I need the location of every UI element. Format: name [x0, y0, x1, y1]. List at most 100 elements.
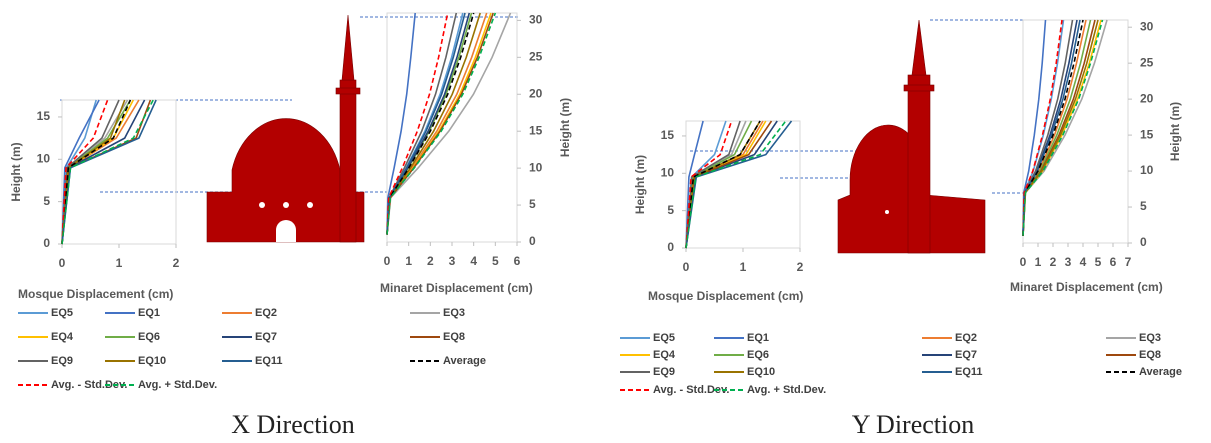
legend-label: EQ11 [955, 366, 983, 378]
y-tick-label: 10 [37, 151, 51, 165]
legend-label: EQ9 [653, 366, 675, 378]
x-tick-label: 3 [1065, 255, 1072, 269]
x-tick-label: 6 [1110, 255, 1117, 269]
legend-label: EQ9 [51, 355, 73, 367]
series-line [387, 13, 415, 235]
door [276, 220, 296, 242]
plot-frame [686, 121, 800, 248]
y-tick-label: 5 [43, 194, 50, 208]
minaret-spire [342, 15, 354, 80]
legend-label: Average [1139, 366, 1182, 378]
legend-label: EQ1 [747, 332, 769, 344]
y-axis-label: Height (m) [9, 142, 23, 201]
legend-label: EQ10 [138, 355, 166, 367]
x-tick-label: 3 [449, 254, 456, 268]
series-line [686, 121, 786, 248]
legend-label: Average [443, 355, 486, 367]
y-tick-label: 5 [1140, 199, 1147, 213]
y-tick-label: 0 [529, 234, 536, 248]
legend-label: EQ5 [51, 307, 73, 319]
x-tick-label: 2 [427, 254, 434, 268]
window [885, 210, 889, 214]
series-line [686, 121, 760, 248]
x-tick-label: 1 [1035, 255, 1042, 269]
x-axis-label: Mosque Displacement (cm) [648, 289, 803, 303]
x-axis-label: Mosque Displacement (cm) [18, 287, 173, 301]
x-tick-label: 0 [1020, 255, 1027, 269]
mosque-model-y [838, 20, 985, 253]
x-tick-label: 6 [514, 254, 521, 268]
legend-label: EQ4 [653, 349, 676, 361]
window [283, 202, 289, 208]
legend-label: EQ4 [51, 331, 74, 343]
series-line [62, 100, 130, 244]
minaret-shaft [908, 75, 930, 253]
y-tick-label: 15 [37, 109, 51, 123]
legend-label: EQ7 [955, 349, 977, 361]
legend-label: EQ7 [255, 331, 277, 343]
legend-label: EQ5 [653, 332, 675, 344]
plot-frame [62, 100, 176, 244]
caption: X Direction [231, 410, 354, 439]
y-tick-label: 30 [529, 13, 543, 27]
window [307, 202, 313, 208]
minaret-balcony [336, 88, 360, 94]
y-tick-label: 20 [529, 86, 543, 100]
y-tick-label: 5 [667, 203, 674, 217]
minaret-shaft [340, 80, 356, 242]
legend-label: EQ3 [1139, 332, 1161, 344]
series-line [62, 100, 139, 244]
x-tick-label: 5 [492, 254, 499, 268]
series-line [1023, 20, 1046, 236]
y-tick-label: 10 [661, 165, 675, 179]
x-tick-label: 1 [116, 256, 123, 270]
series-line [62, 100, 150, 244]
legend-label: EQ2 [255, 307, 277, 319]
y-tick-label: 25 [529, 49, 543, 63]
y-tick-label: 0 [667, 240, 674, 254]
mosque-model-x [207, 15, 364, 242]
series-line [686, 121, 792, 248]
legend-label: EQ8 [1139, 349, 1161, 361]
guide-lines [60, 17, 1130, 193]
legend-label: EQ1 [138, 307, 160, 319]
minaret-balcony [904, 85, 934, 91]
y-tick-label: 15 [661, 128, 675, 142]
legend-label: Avg. + Std.Dev. [747, 384, 826, 396]
legend-label: EQ10 [747, 366, 775, 378]
y-axis-label: Height (m) [558, 98, 572, 157]
y-axis-label: Height (m) [633, 155, 647, 214]
series-line [686, 121, 777, 248]
series-line [62, 100, 145, 244]
y-tick-label: 15 [529, 123, 543, 137]
y-tick-label: 25 [1140, 55, 1154, 69]
y-tick-label: 5 [529, 197, 536, 211]
x-tick-label: 0 [683, 260, 690, 274]
x-tick-label: 2 [797, 260, 804, 274]
x-axis-label: Minaret Displacement (cm) [1010, 280, 1163, 294]
x-tick-label: 4 [470, 254, 477, 268]
legend-label: EQ6 [747, 349, 769, 361]
y-tick-label: 0 [43, 236, 50, 250]
x-tick-label: 0 [384, 254, 391, 268]
figure: 051015012Mosque Displacement (cm)Height … [0, 0, 1211, 443]
legend-label: EQ2 [955, 332, 977, 344]
y-tick-label: 0 [1140, 235, 1147, 249]
legend-label: EQ11 [255, 355, 283, 367]
x-tick-label: 2 [173, 256, 180, 270]
x-tick-label: 1 [740, 260, 747, 274]
legend-label: EQ6 [138, 331, 160, 343]
y-axis-label: Height (m) [1168, 102, 1182, 161]
x-tick-label: 4 [1080, 255, 1087, 269]
x-axis-label: Minaret Displacement (cm) [380, 281, 533, 295]
series-line [62, 100, 133, 244]
minaret-spire [912, 20, 926, 75]
y-tick-label: 20 [1140, 91, 1154, 105]
x-tick-label: 2 [1050, 255, 1057, 269]
y-tick-label: 10 [1140, 163, 1154, 177]
legend-label: EQ8 [443, 331, 465, 343]
y-tick-label: 10 [529, 160, 543, 174]
x-tick-label: 1 [405, 254, 412, 268]
x-tick-label: 7 [1125, 255, 1132, 269]
legend-label: Avg. + Std.Dev. [138, 379, 217, 391]
